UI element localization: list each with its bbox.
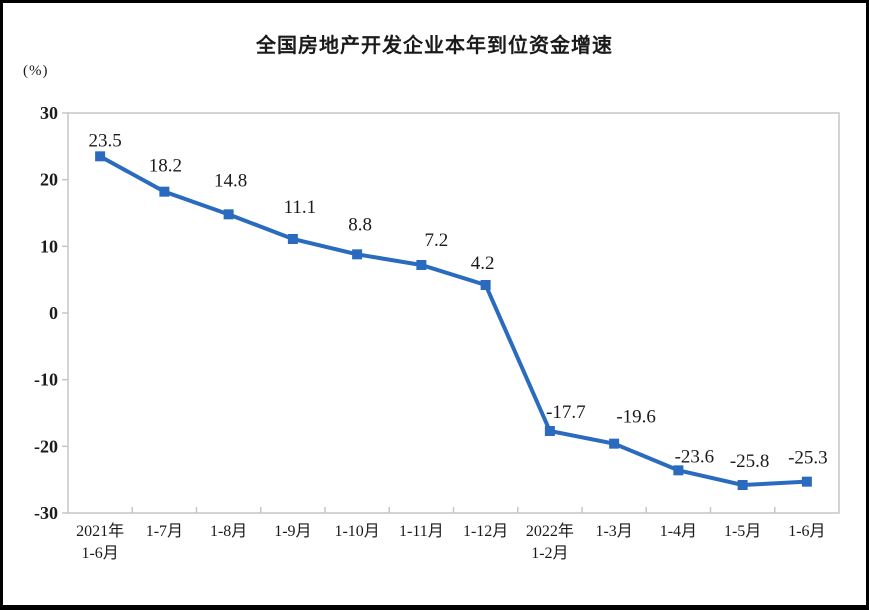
data-point-label: 23.5 xyxy=(89,130,122,151)
data-point-label: -25.8 xyxy=(730,451,770,472)
data-point-label: -17.7 xyxy=(546,402,586,423)
data-point-marker xyxy=(480,280,491,290)
x-category-label: 2021年 xyxy=(76,522,124,540)
data-point-marker xyxy=(287,234,298,244)
x-category-label: 1-6月 xyxy=(788,523,825,540)
x-category-label: 1-12月 xyxy=(463,523,508,540)
data-point-label: -25.3 xyxy=(788,448,828,469)
data-point-marker xyxy=(544,426,555,436)
x-category-label: 1-10月 xyxy=(334,523,379,540)
trend-line xyxy=(99,154,807,488)
data-point-label: -19.6 xyxy=(616,407,656,428)
x-category-label: 1-11月 xyxy=(399,523,444,540)
data-point-marker xyxy=(352,249,363,260)
y-tick-label: 20 xyxy=(40,170,58,190)
data-point-marker xyxy=(801,476,812,487)
x-category-label: 1-6月 xyxy=(81,545,118,562)
data-point-label: 4.2 xyxy=(471,253,495,274)
data-point-marker xyxy=(673,465,684,476)
data-point-marker xyxy=(416,260,427,270)
data-point-label: 18.2 xyxy=(149,156,182,177)
data-point-label: 14.8 xyxy=(214,170,247,191)
line-chart: 30 20 10 0 -10 -20 -30 2021年 1-6月 1-7月 1-8月 1-9月 1-1… xyxy=(34,103,840,562)
chart-title: 全国房地产开发企业本年到位资金增速 xyxy=(256,35,613,57)
x-category-label: 1-3月 xyxy=(595,523,632,540)
x-category-label: 1-7月 xyxy=(146,523,183,540)
data-point-label: 11.1 xyxy=(284,197,317,218)
y-axis-unit-label: (%) xyxy=(23,63,49,79)
plot-area-border xyxy=(67,112,840,514)
x-category-label: 1-8月 xyxy=(210,523,247,540)
data-point-marker xyxy=(609,438,620,449)
x-category-label: 1-9月 xyxy=(274,523,311,540)
data-point-label: -23.6 xyxy=(675,446,715,467)
y-tick-label: 10 xyxy=(40,236,58,256)
x-category-label: 1-5月 xyxy=(724,523,761,540)
data-point-marker xyxy=(95,151,106,162)
y-tick-label: -30 xyxy=(34,503,58,523)
data-point-marker xyxy=(159,186,170,197)
y-tick-label: -10 xyxy=(34,370,58,390)
data-point-label: 7.2 xyxy=(425,230,449,251)
y-tick-label: -20 xyxy=(34,436,58,456)
y-tick-label: 0 xyxy=(49,303,58,323)
x-category-label: 1-2月 xyxy=(531,545,568,562)
data-point-marker xyxy=(223,209,234,220)
x-category-label: 1-4月 xyxy=(660,523,697,540)
data-point-marker xyxy=(737,480,748,490)
y-tick-label: 30 xyxy=(40,103,58,123)
x-category-label: 2022年 xyxy=(526,522,574,540)
data-point-label: 8.8 xyxy=(348,214,372,235)
